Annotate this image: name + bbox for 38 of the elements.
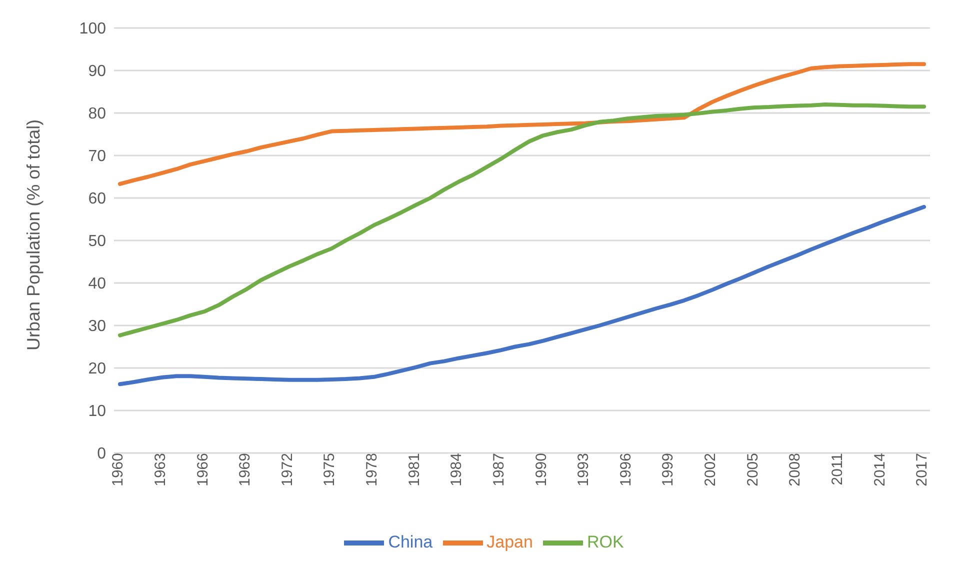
y-tick-label: 90 <box>88 63 106 80</box>
y-tick-label: 20 <box>88 360 106 378</box>
line-series <box>118 102 926 338</box>
x-tick-label: 1996 <box>617 453 634 486</box>
legend-label: Japan <box>486 532 533 552</box>
x-tick-label: 1963 <box>152 453 169 486</box>
y-tick-label: 0 <box>97 446 106 463</box>
x-tick-label: 1993 <box>575 453 592 486</box>
y-axis-title: Urban Population (% of total) <box>23 119 44 350</box>
x-tick-label: 1975 <box>321 453 338 486</box>
y-tick-label: 40 <box>88 276 106 293</box>
line-series <box>118 204 926 386</box>
y-tick-label: 70 <box>88 148 106 166</box>
x-tick-label: 2005 <box>744 453 762 486</box>
x-tick-label: 1972 <box>278 453 296 486</box>
x-tick-label: 2008 <box>786 453 804 486</box>
y-tick-label: 60 <box>88 190 106 208</box>
x-tick-label: 2002 <box>702 453 720 486</box>
y-tick-label: 10 <box>88 403 106 420</box>
y-tick-label: 30 <box>88 318 106 336</box>
x-tick-label: 1978 <box>364 453 381 486</box>
legend-label: China <box>388 532 433 552</box>
y-tick-label: 50 <box>88 233 106 250</box>
x-tick-label: 2017 <box>914 453 931 486</box>
y-tick-label: 80 <box>88 106 106 123</box>
legend-label: ROK <box>586 532 624 552</box>
y-tick-label: 100 <box>79 20 106 38</box>
line-series <box>118 62 926 186</box>
x-tick-label: 1966 <box>194 453 212 486</box>
x-tick-label: 1969 <box>236 453 254 486</box>
x-tick-label: 2011 <box>829 453 846 486</box>
x-tick-label: 1984 <box>448 453 466 486</box>
x-tick-label: 1999 <box>660 453 677 486</box>
x-tick-label: 1987 <box>490 453 508 486</box>
x-tick-label: 1981 <box>406 453 423 486</box>
x-tick-label: 1960 <box>110 453 127 486</box>
x-tick-label: 1990 <box>532 453 550 486</box>
x-tick-label: 2014 <box>871 453 888 486</box>
